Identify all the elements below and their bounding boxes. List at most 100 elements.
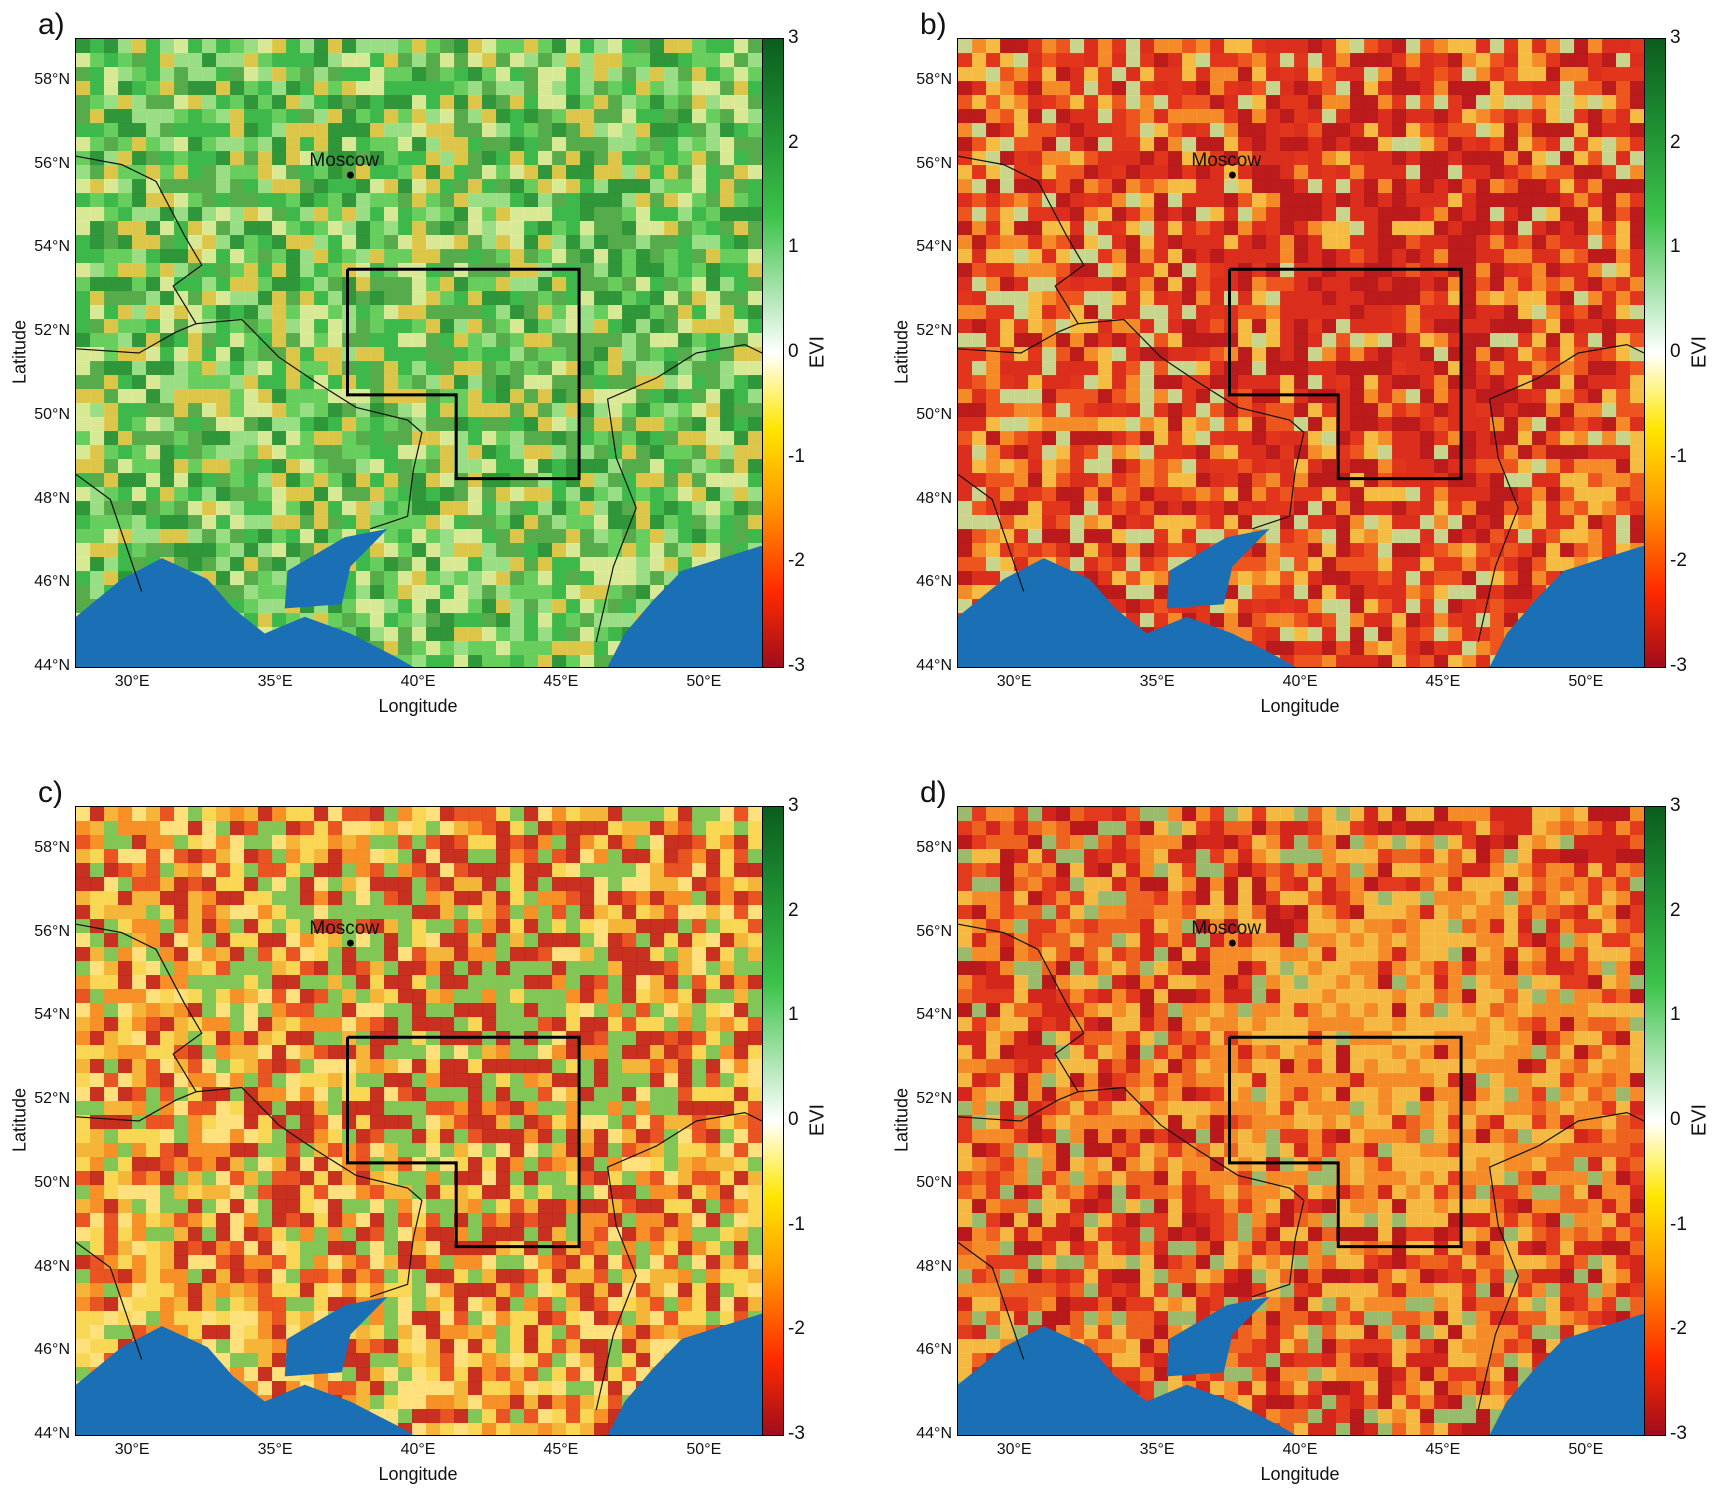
raster-cell — [1182, 375, 1197, 390]
raster-cell — [1196, 67, 1211, 82]
raster-cell — [412, 305, 427, 320]
raster-cell — [90, 947, 105, 962]
raster-cell — [90, 403, 105, 418]
raster-cell — [118, 347, 133, 362]
raster-cell — [468, 557, 483, 572]
raster-cell — [1406, 179, 1421, 194]
raster-cell — [1490, 305, 1505, 320]
raster-cell — [1238, 361, 1253, 376]
raster-cell — [1112, 137, 1127, 152]
raster-cell — [216, 165, 231, 180]
raster-cell — [1056, 515, 1071, 530]
raster-cell — [1574, 305, 1589, 320]
raster-cell — [398, 123, 413, 138]
raster-cell — [230, 291, 245, 306]
raster-cell — [1434, 571, 1449, 586]
raster-cell — [986, 179, 1001, 194]
raster-cell — [1630, 95, 1644, 110]
raster-cell — [76, 877, 91, 892]
raster-cell — [356, 221, 371, 236]
raster-cell — [1070, 529, 1085, 544]
raster-cell — [1462, 221, 1477, 236]
raster-cell — [664, 891, 679, 906]
raster-cell — [1154, 529, 1169, 544]
raster-cell — [272, 905, 287, 920]
raster-cell — [426, 933, 441, 948]
raster-cell — [1084, 305, 1099, 320]
raster-cell — [496, 53, 511, 68]
raster-cell — [594, 487, 609, 502]
raster-cell — [1028, 319, 1043, 334]
raster-cell — [272, 445, 287, 460]
raster-cell — [1042, 389, 1057, 404]
raster-cell — [1252, 123, 1267, 138]
raster-cell — [440, 165, 455, 180]
raster-cell — [1420, 179, 1435, 194]
raster-cell — [1462, 445, 1477, 460]
raster-cell — [76, 863, 91, 878]
raster-cell — [1518, 389, 1533, 404]
raster-cell — [1112, 501, 1127, 516]
raster-cell — [482, 501, 497, 516]
raster-cell — [1140, 557, 1155, 572]
raster-cell — [356, 207, 371, 222]
raster-cell — [1532, 473, 1547, 488]
raster-cell — [160, 165, 175, 180]
raster-cell — [1070, 109, 1085, 124]
raster-cell — [664, 235, 679, 250]
raster-cell — [1154, 123, 1169, 138]
raster-cell — [1602, 375, 1617, 390]
raster-cell — [1392, 109, 1407, 124]
raster-cell — [1224, 375, 1239, 390]
raster-cell — [972, 571, 987, 586]
raster-cell — [1490, 333, 1505, 348]
raster-cell — [160, 207, 175, 222]
raster-cell — [1574, 515, 1589, 530]
raster-cell — [1406, 305, 1421, 320]
raster-cell — [1112, 193, 1127, 208]
raster-cell — [636, 263, 651, 278]
raster-cell — [356, 95, 371, 110]
raster-cell — [160, 933, 175, 948]
raster-cell — [580, 835, 595, 850]
raster-cell — [384, 165, 399, 180]
raster-cell — [636, 417, 651, 432]
raster-cell — [286, 137, 301, 152]
raster-cell — [1140, 333, 1155, 348]
raster-cell — [1616, 207, 1631, 222]
raster-cell — [1504, 165, 1519, 180]
raster-cell — [958, 529, 973, 544]
raster-cell — [1616, 263, 1631, 278]
raster-cell — [1574, 207, 1589, 222]
raster-cell — [1574, 473, 1589, 488]
raster-cell — [230, 319, 245, 334]
raster-cell — [314, 389, 329, 404]
raster-cell — [1042, 501, 1057, 516]
raster-cell — [748, 891, 762, 906]
raster-cell — [244, 249, 259, 264]
raster-cell — [1350, 403, 1365, 418]
raster-cell — [202, 39, 217, 54]
raster-cell — [1406, 585, 1421, 600]
raster-cell — [188, 137, 203, 152]
raster-cell — [566, 543, 581, 558]
raster-cell — [1476, 277, 1491, 292]
raster-cell — [1238, 39, 1253, 54]
raster-cell — [1140, 165, 1155, 180]
raster-cell — [426, 641, 441, 656]
raster-cell — [1448, 501, 1463, 516]
raster-cell — [104, 165, 119, 180]
raster-cell — [972, 459, 987, 474]
raster-cell — [216, 501, 231, 516]
raster-cell — [958, 95, 973, 110]
raster-cell — [734, 919, 749, 934]
raster-cell — [272, 891, 287, 906]
raster-cell — [1266, 627, 1281, 642]
raster-cell — [622, 557, 637, 572]
raster-cell — [328, 207, 343, 222]
raster-cell — [1378, 515, 1393, 530]
raster-cell — [216, 487, 231, 502]
raster-cell — [1252, 599, 1267, 614]
raster-cell — [314, 291, 329, 306]
raster-cell — [1630, 291, 1644, 306]
